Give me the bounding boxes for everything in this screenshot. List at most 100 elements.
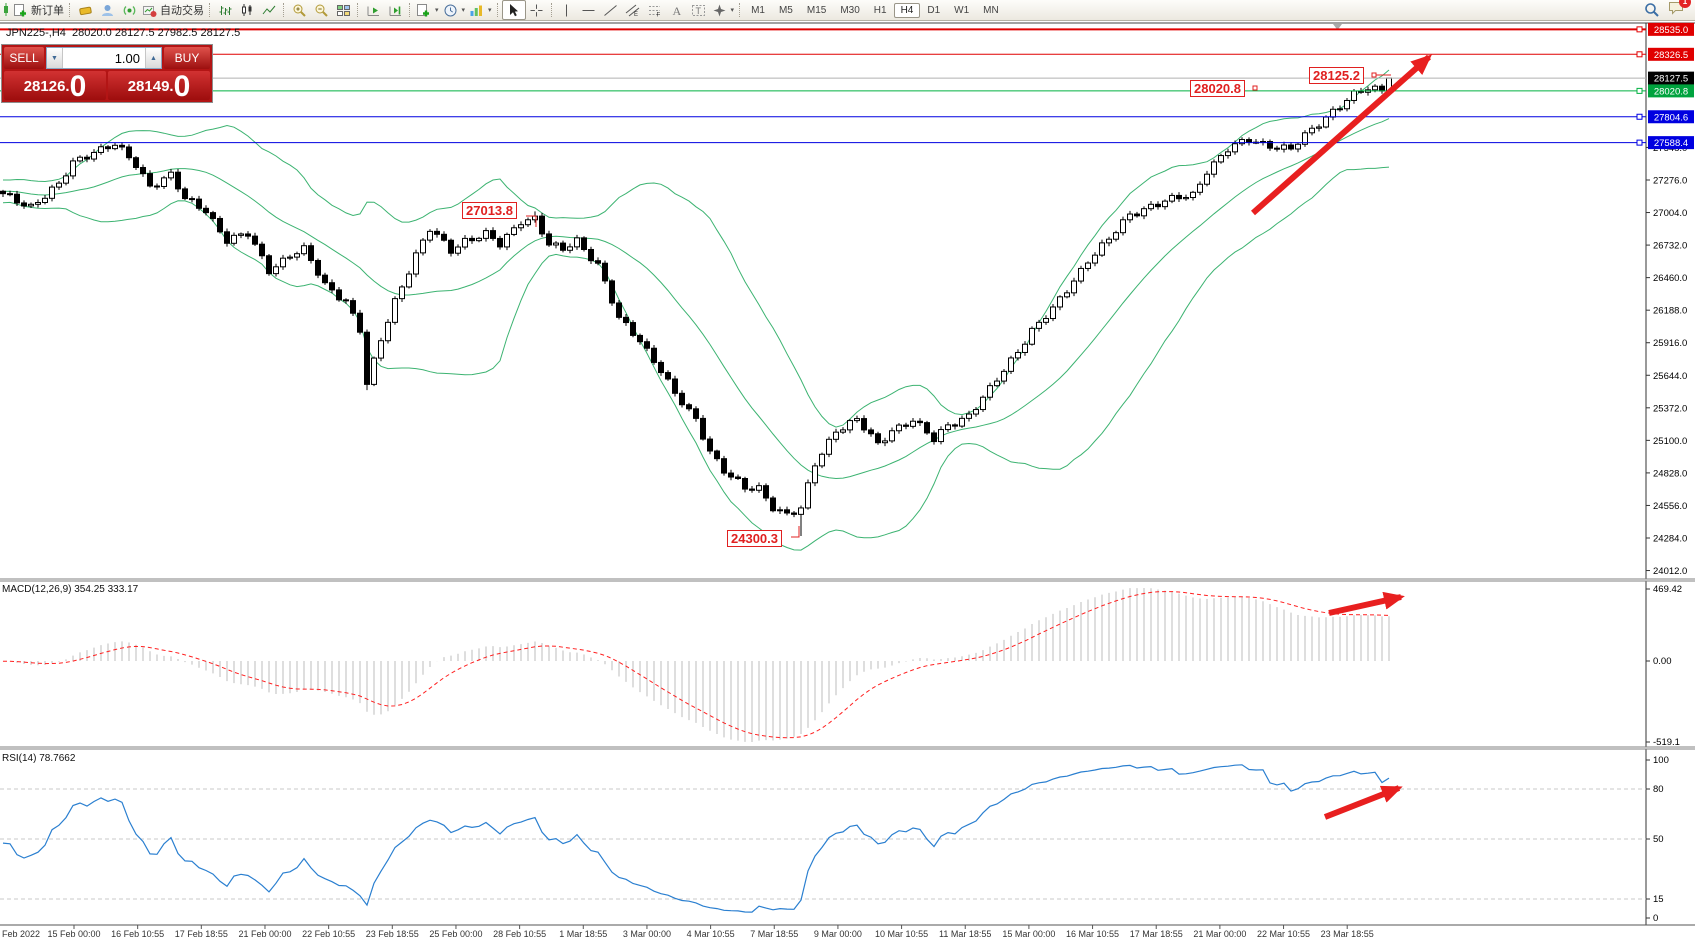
timeframe-h4[interactable]: H4	[893, 2, 921, 18]
templates-button[interactable]: ▾	[467, 1, 494, 19]
timeframe-m15[interactable]: M15	[806, 4, 827, 16]
cursor-button[interactable]	[501, 0, 526, 20]
bollinger-bands	[2, 69, 1390, 551]
svg-text:1 Mar 18:55: 1 Mar 18:55	[559, 929, 607, 939]
vertical-line-button[interactable]	[556, 1, 578, 19]
horizontal-line-button[interactable]	[578, 1, 600, 19]
svg-text:26460.0: 26460.0	[1653, 273, 1687, 284]
timeframe-d1[interactable]: D1	[927, 4, 941, 16]
svg-text:469.42: 469.42	[1653, 584, 1682, 595]
bar-chart-button[interactable]	[214, 1, 236, 19]
main-toolbar: 新订单 自动交易 ▾ ▾ ▾ E F A T ▾	[0, 0, 1695, 21]
candles	[0, 77, 1392, 537]
periods-button[interactable]: ▾	[441, 1, 468, 19]
tile-windows-icon	[336, 4, 350, 16]
channel-button[interactable]: E	[622, 1, 644, 19]
svg-text:F: F	[657, 12, 661, 18]
sell-button[interactable]: SELL	[4, 47, 44, 69]
auto-scroll-button[interactable]	[362, 1, 384, 19]
svg-text:T: T	[696, 6, 702, 16]
svg-text:21 Feb 00:00: 21 Feb 00:00	[238, 929, 291, 939]
chart-title: JPN225-,H4 28020.0 28127.5 27982.5 28127…	[6, 27, 241, 39]
zoom-out-icon	[315, 4, 328, 17]
candlestick-chart-icon	[241, 3, 251, 16]
template-chart-icon	[470, 5, 483, 16]
red-trend-arrow-3[interactable]	[1323, 785, 1403, 820]
svg-text:10 Mar 10:55: 10 Mar 10:55	[875, 929, 928, 939]
volume-input[interactable]	[63, 48, 145, 68]
price-annotation-28125.2[interactable]: 28125.2	[1309, 67, 1364, 84]
chart-frame	[0, 22, 1695, 926]
svg-text:25916.0: 25916.0	[1653, 338, 1687, 349]
zoom-in-button[interactable]	[288, 1, 310, 19]
buy-price-button[interactable]: 28149. 0	[108, 71, 210, 102]
timeframe-m5[interactable]: M5	[778, 4, 793, 16]
gold-bar-button[interactable]	[74, 1, 96, 19]
buy-price-main: 28149.	[127, 78, 174, 95]
tile-windows-button[interactable]	[332, 1, 354, 19]
fibonacci-button[interactable]: F	[644, 1, 666, 19]
new-order-label: 新订单	[31, 5, 64, 17]
timeframe-h1[interactable]: H1	[873, 4, 887, 16]
svg-text:15: 15	[1653, 894, 1664, 905]
chart-shift-button[interactable]	[384, 1, 406, 19]
text-button[interactable]: A	[666, 1, 688, 19]
price-annotation-24300.3[interactable]: 24300.3	[727, 530, 782, 547]
svg-text:24828.0: 24828.0	[1653, 468, 1687, 479]
volume-increase-button[interactable]: ▲	[145, 48, 161, 68]
macd-panel: 469.42 0.00 -519.1	[2, 584, 1682, 748]
notifications-button[interactable]: 1	[1668, 0, 1691, 20]
price-annotation-27013.8[interactable]: 27013.8	[462, 202, 517, 219]
new-order-button[interactable]: 新订单	[11, 1, 66, 19]
svg-text:27588.4: 27588.4	[1654, 138, 1688, 149]
auto-scroll-icon	[367, 6, 379, 16]
toolbar-separator	[209, 3, 211, 17]
timeframe-m1[interactable]: M1	[751, 4, 765, 16]
auto-trading-icon	[143, 5, 157, 17]
trendline-button[interactable]	[600, 1, 622, 19]
dropdown-caret: ▾	[435, 7, 439, 14]
text-label-button[interactable]: T	[688, 1, 710, 19]
svg-text:50: 50	[1653, 834, 1664, 845]
svg-text:-519.1: -519.1	[1653, 737, 1680, 748]
svg-text:9 Mar 00:00: 9 Mar 00:00	[814, 929, 862, 939]
timeframe-w1[interactable]: W1	[954, 4, 970, 16]
search-icon[interactable]	[1644, 2, 1660, 18]
svg-text:27004.0: 27004.0	[1653, 208, 1687, 219]
gold-bar-icon	[78, 6, 92, 15]
news-button[interactable]	[118, 1, 140, 19]
trend-arrows[interactable]	[1251, 54, 1432, 820]
sell-price-button[interactable]: 28126. 0	[4, 71, 106, 102]
arrows-tool-button[interactable]: ▾	[710, 1, 737, 19]
price-annotation-28020.8[interactable]: 28020.8	[1190, 80, 1245, 97]
new-chart-button[interactable]: ▾	[414, 1, 441, 19]
svg-text:27804.6: 27804.6	[1654, 112, 1688, 123]
svg-text:15 Feb 00:00: 15 Feb 00:00	[47, 929, 100, 939]
svg-text:26732.0: 26732.0	[1653, 241, 1687, 252]
timeframe-m30[interactable]: M30	[840, 4, 860, 16]
auto-trading-button[interactable]: 自动交易	[140, 1, 206, 19]
volume-decrease-button[interactable]: ▼	[47, 48, 63, 68]
red-trend-arrow-2[interactable]	[1328, 591, 1405, 616]
red-trend-arrow-1[interactable]	[1251, 54, 1432, 216]
crosshair-button[interactable]	[526, 1, 548, 19]
toolbar-separator	[357, 3, 359, 17]
svg-text:22 Feb 10:55: 22 Feb 10:55	[302, 929, 355, 939]
zoom-in-icon	[293, 4, 306, 17]
svg-text:28020.8: 28020.8	[1654, 86, 1688, 97]
toolbar-separator	[409, 3, 411, 17]
chart-shift-icon	[389, 6, 401, 16]
toolbar-separator	[283, 3, 285, 17]
line-chart-button[interactable]	[258, 1, 280, 19]
buy-button[interactable]: BUY	[164, 47, 210, 69]
candlestick-chart-button[interactable]	[236, 1, 258, 19]
svg-text:24012.0: 24012.0	[1653, 566, 1687, 577]
zoom-out-button[interactable]	[310, 1, 332, 19]
price-lines[interactable]: 28535.028326.528127.528020.827804.627588…	[0, 22, 1694, 150]
svg-text:21 Mar 00:00: 21 Mar 00:00	[1193, 929, 1246, 939]
dropdown-caret: ▾	[461, 7, 466, 14]
timeframe-mn[interactable]: MN	[983, 4, 999, 16]
community-button[interactable]	[96, 1, 118, 19]
